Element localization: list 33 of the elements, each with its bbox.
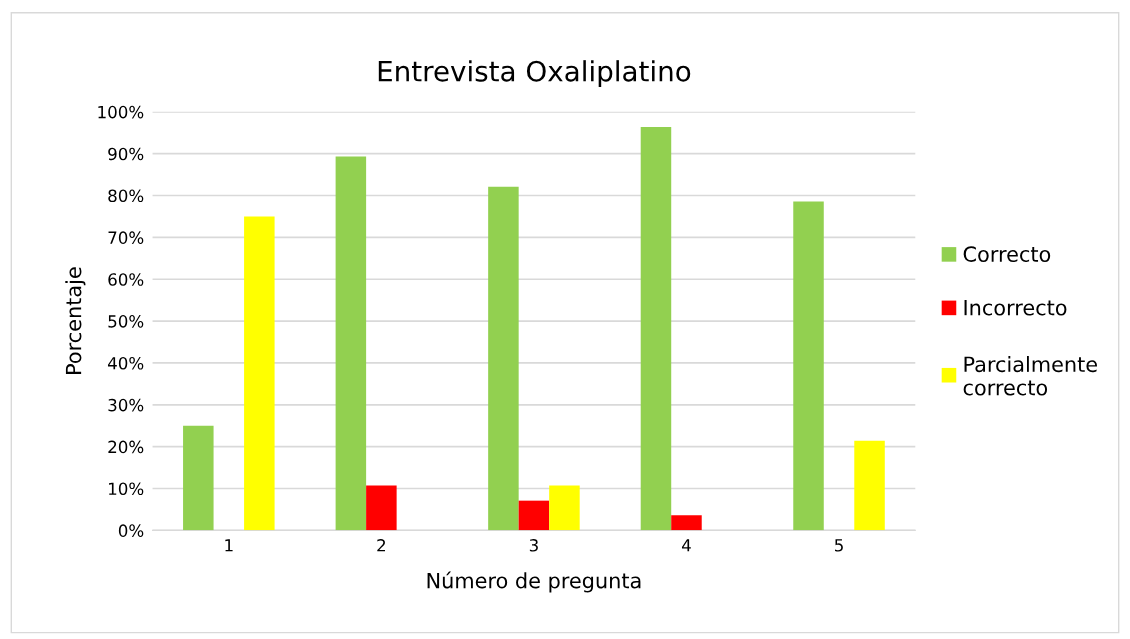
- bar: [244, 216, 275, 531]
- x-tick-label: 1: [225, 539, 233, 552]
- y-tick-label: 40%: [107, 356, 144, 370]
- legend-label: Parcialmente correcto: [963, 356, 1097, 396]
- bar: [335, 156, 367, 531]
- bar: [854, 440, 885, 531]
- y-tick-label: 0%: [118, 524, 144, 537]
- x-tick-label: 4: [681, 539, 691, 552]
- bar: [640, 126, 672, 531]
- bar: [671, 515, 702, 531]
- x-tick-label: 2: [377, 539, 386, 552]
- x-tick-label: 3: [529, 539, 538, 552]
- bar: [793, 201, 824, 531]
- y-tick-label: 30%: [108, 398, 144, 412]
- bar: [549, 485, 580, 531]
- legend-label: Incorrecto: [964, 299, 1067, 316]
- chart-title: Entrevista Oxaliplatino: [378, 60, 691, 88]
- y-tick-label: 70%: [108, 231, 144, 244]
- y-tick-label: 100%: [98, 105, 144, 119]
- bar: [183, 425, 214, 531]
- y-tick-label: 80%: [108, 189, 144, 203]
- y-tick-label: 50%: [108, 315, 144, 328]
- bar: [366, 485, 397, 531]
- x-tick-label: 5: [835, 539, 843, 552]
- y-tick-label: 20%: [108, 440, 144, 454]
- bar: [488, 186, 519, 531]
- y-tick-label: 10%: [109, 482, 144, 496]
- bar: [518, 500, 550, 531]
- y-axis-title: Porcentaje: [65, 267, 86, 374]
- x-axis-title: Número de pregunta: [427, 571, 641, 593]
- y-tick-label: 60%: [108, 273, 144, 286]
- y-tick-label: 90%: [108, 147, 144, 161]
- legend-label: Correcto: [963, 246, 1051, 262]
